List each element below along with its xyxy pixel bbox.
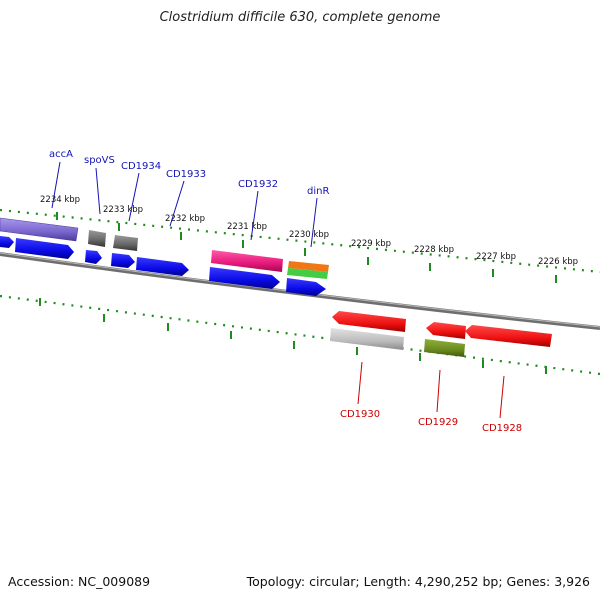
leader-cd1928 xyxy=(499,375,505,419)
gene-label-cd1930: CD1930 xyxy=(340,409,380,420)
gene-cd1930-gray xyxy=(330,328,404,350)
genome-summary-text: Topology: circular; Length: 4,290,252 bp… xyxy=(246,574,590,589)
tick-label: 2231 kbp xyxy=(227,222,267,232)
forward-genes xyxy=(0,217,329,279)
cds-arrow xyxy=(111,253,135,268)
tick-label: 2227 kbp xyxy=(476,252,516,262)
cds-arrow xyxy=(286,278,326,296)
ruler-major-ticks-upper xyxy=(56,212,557,283)
tick-label: 2226 kbp xyxy=(538,257,578,267)
tick-label: 2229 kbp xyxy=(351,239,391,249)
gene-cd1928 xyxy=(465,325,552,347)
gene-label-cd1932: CD1932 xyxy=(238,179,278,190)
tick-label: 2234 kbp xyxy=(40,195,80,205)
tick-label: 2228 kbp xyxy=(414,245,454,255)
leader-dinR xyxy=(310,197,318,248)
reverse-genes xyxy=(330,311,552,357)
cds-arrow xyxy=(15,238,74,259)
reverse-label-leaders xyxy=(357,361,505,419)
ruler-tick-labels: 2234 kbp 2233 kbp 2232 kbp 2231 kbp 2230… xyxy=(40,195,578,267)
leader-cd1932 xyxy=(250,190,259,241)
ruler-track-lower xyxy=(0,294,600,376)
gene-accA xyxy=(0,217,79,242)
forward-gene-labels: accA spoVS CD1934 CD1933 CD1932 dinR xyxy=(49,149,329,197)
gene-label-cd1928: CD1928 xyxy=(482,423,522,434)
ruler-track-upper xyxy=(0,208,600,274)
gene-label-dinR: dinR xyxy=(307,186,329,197)
gene-cd1934 xyxy=(113,235,138,251)
leader-cd1929 xyxy=(436,369,441,413)
leader-spoVS xyxy=(95,167,101,215)
leader-cd1934 xyxy=(128,172,140,222)
leader-cd1933 xyxy=(169,180,185,227)
leader-accA xyxy=(51,161,61,209)
gene-label-cd1929: CD1929 xyxy=(418,417,458,428)
gene-label-cd1933: CD1933 xyxy=(166,169,206,180)
tick-label: 2233 kbp xyxy=(103,205,143,215)
tick-label: 2230 kbp xyxy=(289,230,329,240)
gene-cd1929-olive xyxy=(424,339,465,357)
map-title: Clostridium difficile 630, complete geno… xyxy=(159,10,441,25)
gene-cd1929 xyxy=(426,322,466,339)
gene-spoVS xyxy=(88,230,106,247)
tick-label: 2232 kbp xyxy=(165,214,205,224)
gene-dinR-orange xyxy=(288,261,329,272)
gene-dinR-green xyxy=(287,268,328,279)
gene-label-accA: accA xyxy=(49,149,73,160)
cds-arrow xyxy=(209,267,280,289)
cds-arrow xyxy=(85,250,102,264)
gene-label-spoVS: spoVS xyxy=(84,155,115,166)
accession-text: Accession: NC_009089 xyxy=(8,574,151,589)
gene-cd1932 xyxy=(211,250,283,272)
cds-arrow xyxy=(0,236,14,248)
leader-cd1930 xyxy=(357,361,363,405)
ruler-major-ticks-lower xyxy=(39,298,547,374)
forward-cds xyxy=(0,236,326,296)
cds-arrow xyxy=(136,257,189,276)
gene-label-cd1934: CD1934 xyxy=(121,161,161,172)
forward-label-leaders xyxy=(51,161,318,248)
reverse-gene-labels: CD1930 CD1929 CD1928 xyxy=(340,409,522,434)
gene-cd1930 xyxy=(332,311,406,332)
